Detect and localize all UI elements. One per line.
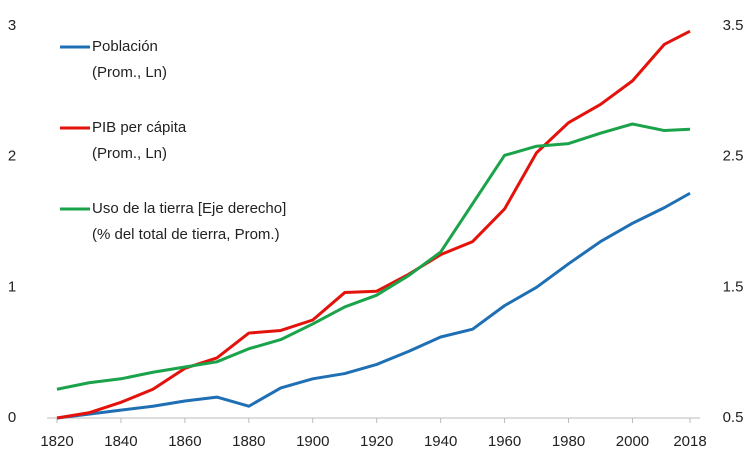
legend-label: PIB per cápita	[92, 119, 187, 136]
x-tick-label: 1880	[232, 433, 265, 450]
x-tick-label: 2018	[673, 433, 706, 450]
x-tick-label: 1820	[40, 433, 73, 450]
y-tick-label: 2	[8, 148, 16, 165]
y2-tick-label: 3.5	[723, 17, 744, 34]
x-tick-label: 1900	[296, 433, 329, 450]
legend-label: Uso de la tierra [Eje derecho]	[92, 200, 286, 217]
x-tick-label: 1920	[360, 433, 393, 450]
x-tick-label: 2000	[616, 433, 649, 450]
y-tick-label: 3	[8, 17, 16, 34]
series-line	[56, 29, 691, 420]
series-line	[56, 122, 691, 391]
x-tick-label: 1940	[424, 433, 457, 450]
x-tick-label: 1860	[168, 433, 201, 450]
legend-note: (Prom., Ln)	[92, 145, 167, 162]
y2-tick-label: 2.5	[723, 148, 744, 165]
y2-tick-label: 0.5	[723, 409, 744, 426]
x-tick-label: 1980	[552, 433, 585, 450]
legend-label: Población	[92, 38, 158, 55]
y2-tick-label: 1.5	[723, 278, 744, 295]
x-tick-label: 1840	[104, 433, 137, 450]
legend-note: (Prom., Ln)	[92, 64, 167, 81]
x-tick-label: 1960	[488, 433, 521, 450]
series-line	[56, 191, 691, 420]
legend-note: (% del total de tierra, Prom.)	[92, 226, 280, 243]
y-tick-label: 1	[8, 278, 16, 295]
y-tick-label: 0	[8, 409, 16, 426]
